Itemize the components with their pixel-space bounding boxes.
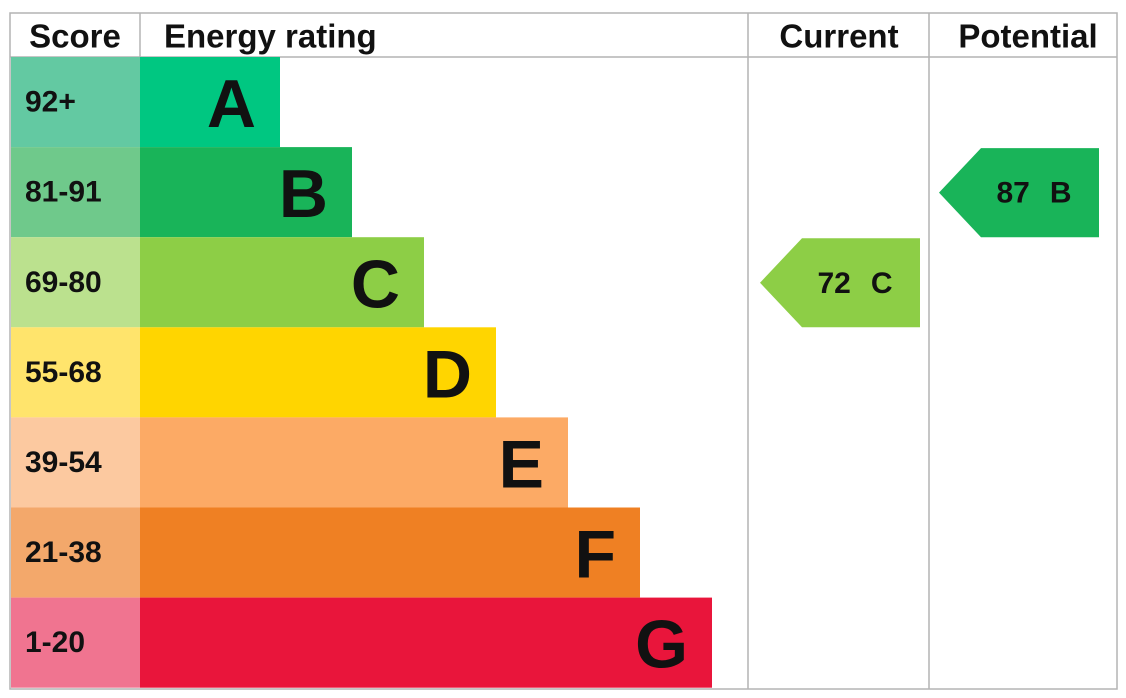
score-label: 55-68	[25, 356, 102, 389]
rating-bar	[140, 57, 280, 148]
score-label: 92+	[25, 86, 76, 119]
score-cell	[11, 57, 140, 148]
header-score: Score	[29, 18, 121, 55]
rating-letter: F	[574, 517, 616, 593]
potential-arrow	[939, 148, 1099, 238]
header-current: Current	[779, 18, 898, 55]
score-cell	[11, 147, 140, 238]
header-rating: Energy rating	[164, 18, 377, 55]
potential-value: 87	[996, 176, 1029, 209]
rating-letter: G	[635, 607, 688, 683]
current-arrow	[760, 238, 920, 328]
rating-bar	[140, 147, 352, 238]
score-cell	[11, 597, 140, 688]
rating-letter: C	[351, 246, 400, 322]
rating-bar	[140, 327, 496, 418]
potential-label: 87 B	[996, 176, 1071, 209]
current-value: 72	[817, 266, 850, 299]
rating-bar	[140, 507, 640, 598]
rating-bar	[140, 417, 568, 508]
score-label: 1-20	[25, 626, 85, 659]
score-cell	[11, 507, 140, 598]
score-cell	[11, 417, 140, 508]
rating-bar	[140, 237, 424, 328]
rating-letter: A	[207, 66, 256, 142]
frame	[9, 12, 1118, 690]
score-label: 39-54	[25, 446, 102, 479]
current-letter: C	[871, 266, 893, 299]
rating-bar	[140, 597, 712, 688]
rating-letter: D	[423, 336, 472, 412]
score-label: 21-38	[25, 536, 102, 569]
score-cell	[11, 327, 140, 418]
header-potential: Potential	[958, 18, 1097, 55]
potential-letter: B	[1050, 176, 1072, 209]
score-cell	[11, 237, 140, 328]
score-label: 81-91	[25, 176, 102, 209]
current-label: 72 C	[817, 266, 892, 299]
rating-letter: B	[279, 156, 328, 232]
rating-letter: E	[499, 426, 544, 502]
score-label: 69-80	[25, 266, 102, 299]
